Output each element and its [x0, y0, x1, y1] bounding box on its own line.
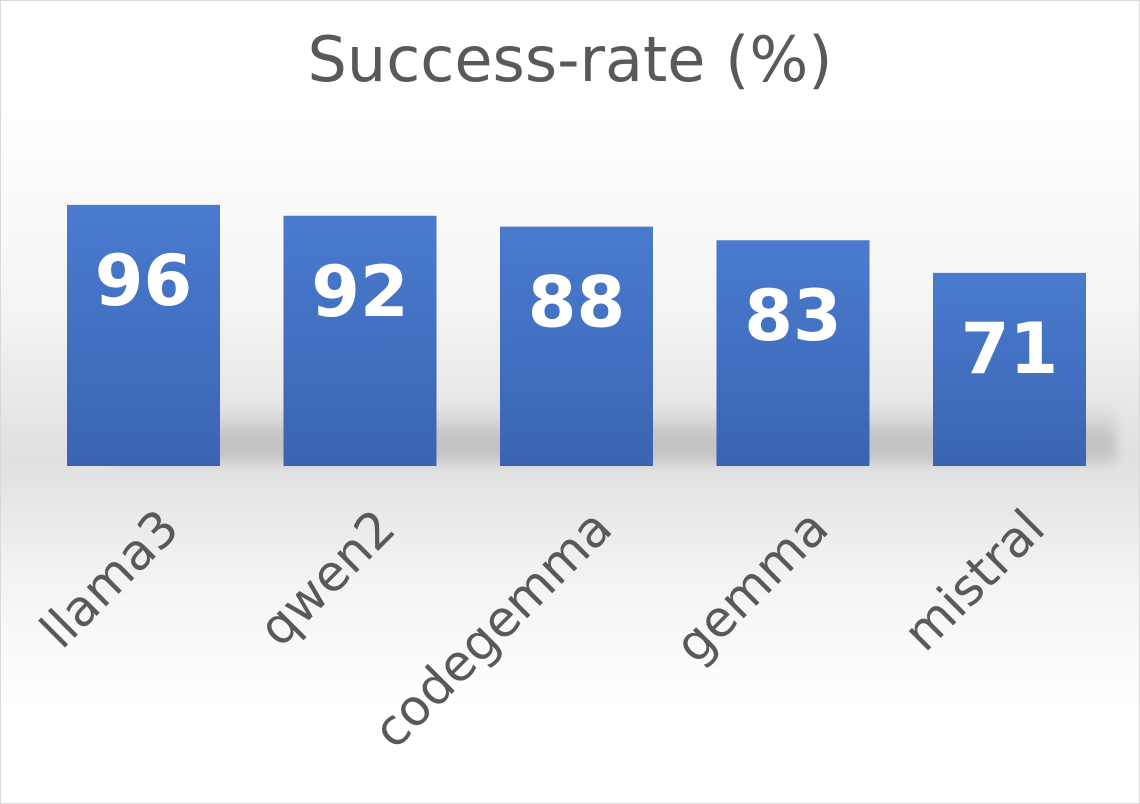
- bar-gemma: [716, 240, 870, 466]
- data-label-llama3: 96: [95, 240, 192, 322]
- category-label-mistral: mistral: [892, 498, 1056, 662]
- data-label-gemma: 83: [744, 275, 841, 357]
- bar-mistral: [933, 272, 1086, 466]
- data-label-codegemma: 88: [528, 262, 625, 344]
- category-label-llama3: llama3: [29, 498, 190, 659]
- data-label-mistral: 71: [961, 308, 1058, 390]
- category-label-gemma: gemma: [664, 498, 840, 674]
- bar-llama3: [67, 204, 220, 466]
- chart-title: Success-rate (%): [307, 23, 833, 96]
- data-label-qwen2: 92: [311, 251, 408, 333]
- bar-qwen2: [283, 215, 437, 466]
- bar-codegemma: [500, 226, 653, 466]
- category-label-qwen2: qwen2: [247, 498, 406, 657]
